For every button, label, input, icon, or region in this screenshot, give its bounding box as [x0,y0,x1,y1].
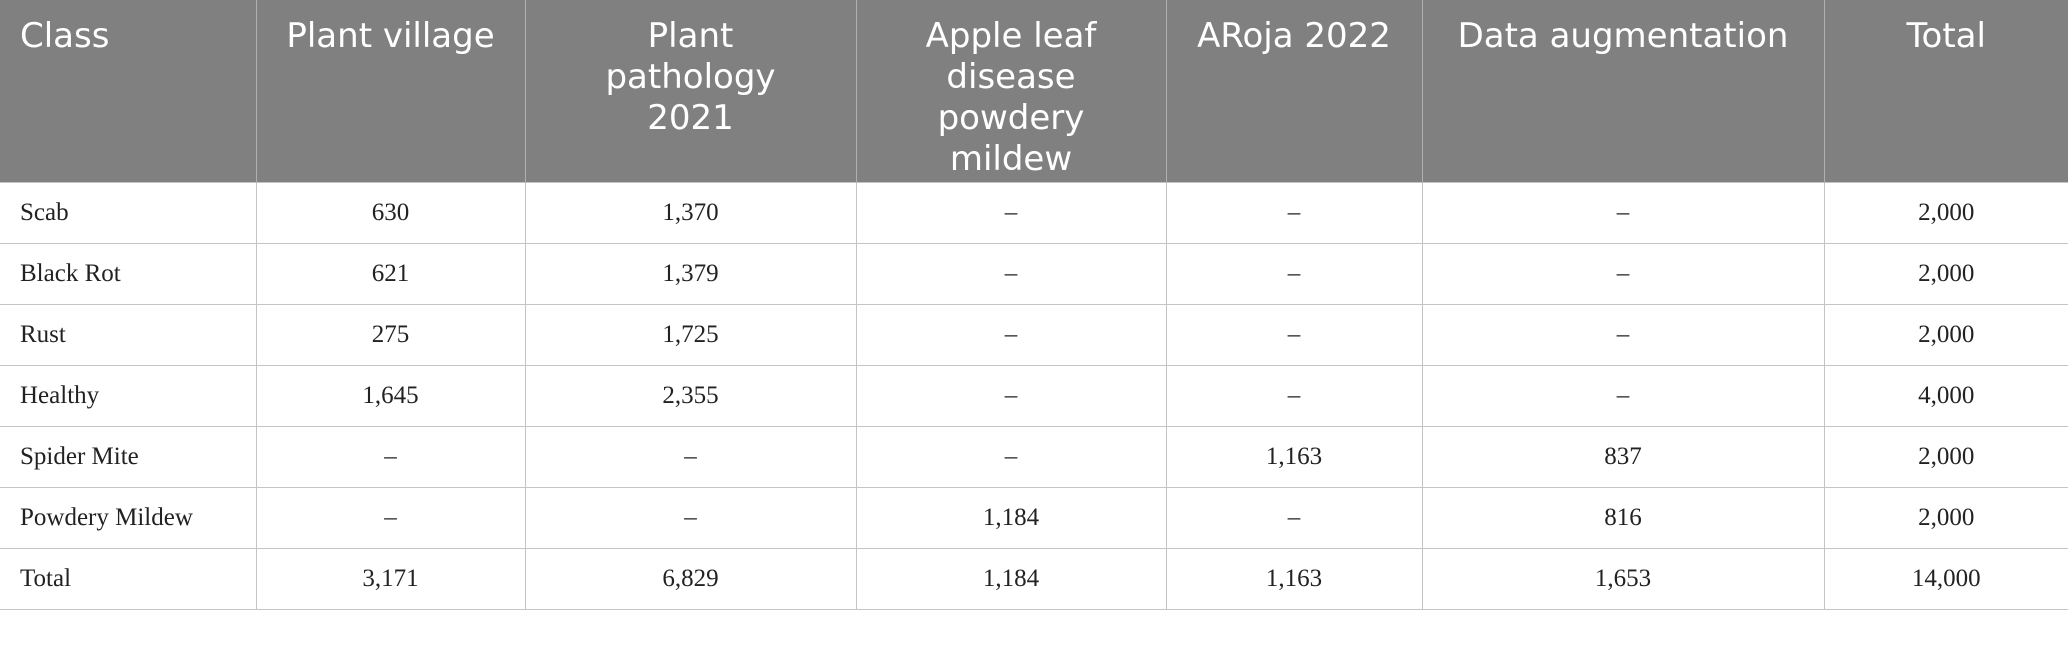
header-text: Apple leaf disease powdery mildew [925,16,1097,179]
table-cell: – [1421,181,1825,244]
table-cell: 4,000 [1823,364,2068,427]
table-cell: – [1165,242,1423,305]
table-cell: 1,653 [1421,547,1825,610]
table-cell: – [1165,303,1423,366]
table-cell: 1,645 [255,364,526,427]
header-cell: Plant village [256,0,526,182]
table-cell: 14,000 [1823,547,2068,610]
row-label: Black Rot [0,242,257,305]
table-cell: 1,725 [524,303,857,366]
table-cell: – [1165,181,1423,244]
table-cell: – [1165,486,1423,549]
table-cell: 837 [1421,425,1825,488]
header-text: Data augmentation [1457,16,1789,56]
table-row: Total 3,171 6,829 1,184 1,163 1,653 14,000 [0,547,2068,610]
header-text: Class [20,16,110,56]
header-row: Class Plant village Plant pathology 2021 Ap… [0,0,2068,182]
table-cell: 621 [255,242,526,305]
data-table: Class Plant village Plant pathology 2021 Ap… [0,0,2068,610]
table-cell: 2,000 [1823,303,2068,366]
header-cell: Plant pathology 2021 [525,0,857,182]
table-cell: 1,184 [855,547,1167,610]
header-cell: Class [0,0,257,182]
header-text: ARoja 2022 [1197,16,1391,56]
table-cell: 630 [255,181,526,244]
table-cell: – [855,242,1167,305]
table-cell: – [855,303,1167,366]
table-cell: – [1421,303,1825,366]
header-cell: Apple leaf disease powdery mildew [856,0,1167,182]
table-row: Spider Mite – – –1,163 837 2,000 [0,425,2068,488]
row-label: Rust [0,303,257,366]
table-row: Rust 275 1,725– – –2,000 [0,303,2068,366]
table-row: Scab 630 1,370– – –2,000 [0,181,2068,244]
table-row: Healthy 1,645 2,355– – –4,000 [0,364,2068,427]
header-text: Total [1906,16,1986,56]
table-cell: 2,355 [524,364,857,427]
table-cell: 2,000 [1823,181,2068,244]
table-body: Scab 630 1,370– – –2,000 Black Rot 621 1,379– – –… [0,181,2068,610]
header-text: Plant village [286,16,495,56]
row-label: Total [0,547,257,610]
table-cell: 275 [255,303,526,366]
header-text: Plant pathology 2021 [605,16,776,138]
table-cell: – [855,425,1167,488]
row-label: Powdery Mildew [0,486,257,549]
table-cell: 2,000 [1823,242,2068,305]
table-cell: – [855,364,1167,427]
header-cell: Data augmentation [1422,0,1825,182]
table-cell: – [524,486,857,549]
table-cell: 1,370 [524,181,857,244]
table-cell: 816 [1421,486,1825,549]
table-cell: 1,379 [524,242,857,305]
row-label: Spider Mite [0,425,257,488]
table-cell: – [855,181,1167,244]
table-cell: – [1421,242,1825,305]
table-cell: 1,163 [1165,425,1423,488]
header-cell: ARoja 2022 [1166,0,1423,182]
row-label: Scab [0,181,257,244]
table-cell: 1,184 [855,486,1167,549]
table-cell: – [1421,364,1825,427]
table-cell: – [1165,364,1423,427]
header-cell: Total [1824,0,2068,182]
table-cell: 6,829 [524,547,857,610]
table-cell: 3,171 [255,547,526,610]
table-cell: – [255,486,526,549]
table-cell: – [255,425,526,488]
table-row: Black Rot 621 1,379– – –2,000 [0,242,2068,305]
table-cell: 2,000 [1823,486,2068,549]
table-row: Powdery Mildew – –1,184–816 2,000 [0,486,2068,549]
table-cell: 2,000 [1823,425,2068,488]
table-cell: – [524,425,857,488]
row-label: Healthy [0,364,257,427]
table-cell: 1,163 [1165,547,1423,610]
